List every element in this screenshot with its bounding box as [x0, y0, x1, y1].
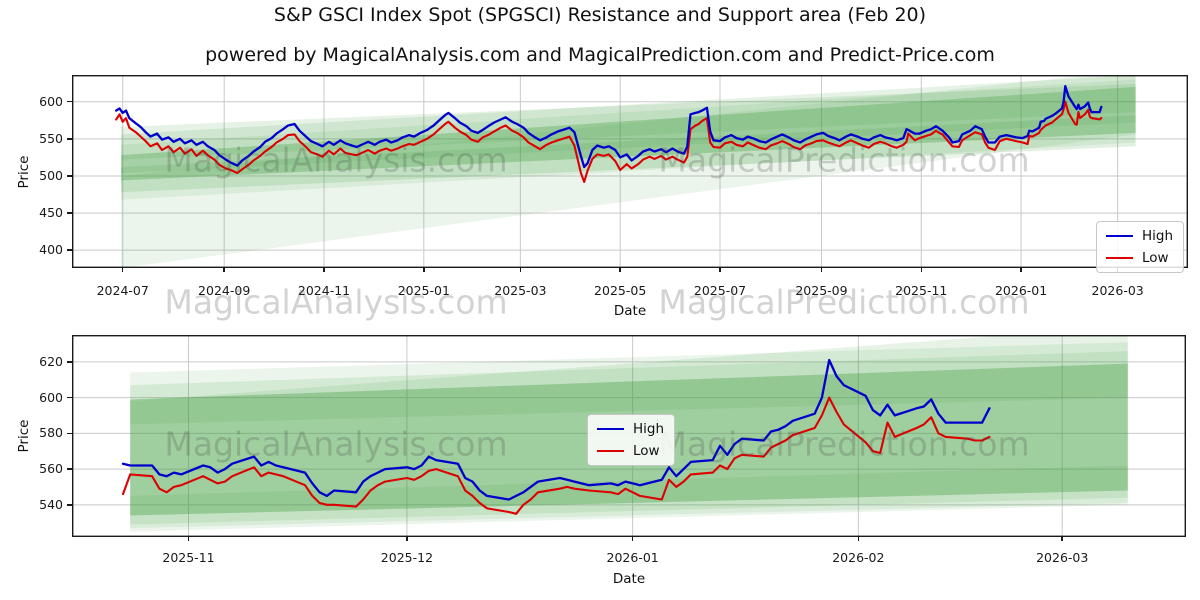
- support-resistance-band: [121, 83, 1136, 160]
- y-tick-mark: [67, 249, 72, 251]
- support-resistance-band: [121, 79, 1136, 200]
- support-resistance-band: [130, 465, 1128, 529]
- support-resistance-band: [130, 335, 1128, 425]
- y-tick-mark: [67, 504, 72, 506]
- x-tick-mark: [619, 268, 621, 272]
- legend: High Low: [587, 414, 676, 466]
- y-tick-mark: [67, 468, 72, 470]
- y-tick-label: 500: [39, 167, 63, 183]
- support-resistance-band: [121, 75, 1136, 268]
- overview-chart-plot: [72, 75, 1188, 268]
- y-tick-label: 620: [39, 353, 63, 369]
- legend-entry: Low: [1106, 250, 1173, 266]
- x-tick-mark: [223, 268, 225, 272]
- y-tick-label: 540: [39, 496, 63, 512]
- x-tick-label: 2026-01: [606, 550, 659, 565]
- legend-label: High: [1142, 228, 1174, 244]
- x-axis-label: Date: [613, 303, 647, 319]
- x-tick-mark: [820, 268, 823, 272]
- x-tick-mark: [187, 537, 190, 541]
- x-tick-label: 2026-02: [832, 550, 885, 565]
- high-legend-line: [1106, 235, 1133, 237]
- x-tick-mark: [920, 268, 923, 272]
- support-resistance-band: [121, 86, 1136, 181]
- x-tick-mark: [406, 537, 408, 541]
- legend-label: Low: [633, 443, 660, 459]
- legend-entry: High: [597, 421, 664, 437]
- low-legend-line: [597, 450, 624, 452]
- x-tick-mark: [423, 268, 425, 272]
- high-line: [121, 358, 991, 501]
- x-tick-mark: [121, 268, 124, 272]
- chart-title: S&P GSCI Index Spot (SPGSCI) Resistance …: [273, 4, 927, 26]
- x-tick-mark: [1020, 268, 1022, 272]
- x-tick-label: 2025-12: [380, 550, 434, 565]
- y-tick-label: 400: [39, 242, 63, 258]
- x-tick-label: 2024-07: [96, 283, 149, 298]
- x-tick-mark: [519, 268, 522, 272]
- y-tick-mark: [67, 361, 72, 363]
- chart-subtitle: powered by MagicalAnalysis.com and Magic…: [205, 44, 995, 66]
- x-tick-label: 2025-11: [162, 550, 215, 565]
- x-tick-label: 2026-01: [994, 283, 1048, 298]
- x-tick-label: 2024-11: [297, 283, 351, 298]
- y-axis-label: Price: [16, 155, 32, 188]
- x-tick-label: 2025-05: [594, 283, 647, 298]
- high-legend-line: [597, 428, 624, 430]
- y-tick-label: 450: [39, 205, 63, 221]
- x-tick-mark: [1061, 537, 1063, 541]
- support-resistance-band: [121, 115, 1136, 193]
- x-tick-label: 2025-01: [397, 283, 450, 298]
- x-tick-label: 2025-07: [693, 283, 747, 298]
- legend-entry: High: [1106, 228, 1173, 244]
- x-tick-mark: [719, 268, 721, 272]
- x-tick-label: 2025-09: [795, 283, 848, 298]
- low-legend-line: [1106, 257, 1133, 259]
- legend: High Low: [1096, 221, 1185, 273]
- x-axis-label: Date: [612, 571, 646, 587]
- legend-label: Low: [1142, 250, 1169, 266]
- y-tick-label: 550: [39, 130, 63, 146]
- y-tick-mark: [67, 212, 72, 214]
- x-tick-label: 2025-11: [895, 283, 948, 298]
- y-tick-mark: [67, 396, 72, 399]
- y-tick-mark: [67, 138, 72, 140]
- y-tick-label: 560: [39, 461, 63, 477]
- legend-entry: Low: [597, 443, 664, 459]
- x-tick-mark: [857, 537, 860, 541]
- plot-border: [72, 75, 1188, 268]
- low-line: [121, 396, 991, 515]
- y-tick-label: 600: [39, 93, 63, 109]
- y-tick-label: 600: [39, 389, 63, 405]
- high-line: [115, 84, 1103, 169]
- y-tick-mark: [67, 100, 72, 103]
- y-tick-mark: [67, 432, 72, 435]
- plot-border: [72, 335, 1186, 537]
- y-tick-mark: [67, 175, 72, 177]
- x-tick-mark: [631, 537, 634, 541]
- y-tick-label: 580: [39, 425, 63, 441]
- y-axis-label: Price: [16, 419, 32, 453]
- x-tick-label: 2024-09: [198, 283, 251, 298]
- x-tick-mark: [323, 268, 325, 272]
- x-tick-label: 2026-03: [1091, 283, 1144, 298]
- support-resistance-band: [121, 75, 1136, 173]
- low-line: [115, 100, 1103, 183]
- legend-label: High: [633, 421, 665, 437]
- x-tick-label: 2025-03: [494, 283, 547, 298]
- x-tick-label: 2026-03: [1036, 550, 1089, 565]
